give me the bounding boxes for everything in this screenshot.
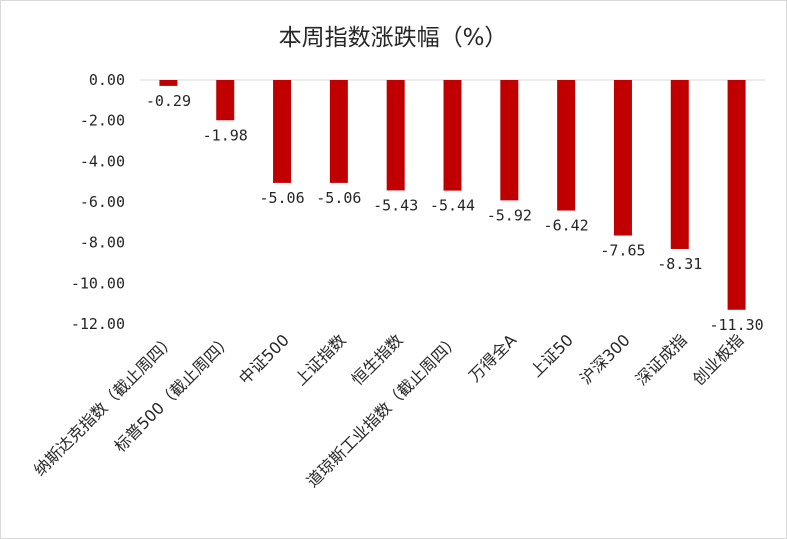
bar [613,80,632,236]
data-labels: -0.29 -1.98 -5.06 -5.06 -5.43 -5.44 -5.92 -6.42… [146,92,764,334]
data-label: -6.42 [544,217,589,235]
data-label: -0.29 [146,92,191,110]
x-tick-label: 中证500 [235,330,293,388]
data-label: -5.06 [316,189,361,207]
bar [216,80,235,121]
bar [727,80,746,310]
y-tick-label: -2.00 [80,112,125,130]
x-tick-label: 上证指数 [291,330,350,389]
data-label: -5.92 [487,206,532,224]
y-tick-label: -10.00 [71,274,125,292]
data-label: -5.44 [430,197,475,215]
bar [329,80,348,183]
bar [386,80,405,191]
data-label: -8.31 [657,255,702,273]
x-axis-categories: 纳斯达克指数（截止周四）标普500（截止周四） 中证500上证指数恒生指数道琼斯工… [30,330,747,491]
x-tick-label: 上证50 [526,330,576,380]
y-tick-label: -4.00 [80,152,125,170]
y-tick-label: 0.00 [89,71,125,89]
y-tick-label: -8.00 [80,234,125,252]
x-tick-label: 深证成指 [632,330,691,389]
bar [500,80,519,201]
x-tick-label: 万得全A [465,330,520,385]
bar [159,80,178,86]
bar [557,80,576,211]
bar-series [159,80,746,310]
data-label: -1.98 [203,126,248,144]
data-label: -5.06 [259,189,304,207]
bar [273,80,292,183]
bar [443,80,462,191]
x-tick-label: 沪深300 [576,330,634,388]
y-axis: 0.00 -2.00 -4.00 -6.00 -8.00 -10.00 -12.00 [71,71,125,333]
y-tick-label: -6.00 [80,193,125,211]
chart-title: 本周指数涨跌幅（%） [279,25,508,51]
bar [670,80,689,249]
data-label: -7.65 [600,242,645,260]
y-tick-label: -12.00 [71,315,125,333]
data-label: -5.43 [373,196,418,214]
x-tick-label: 创业板指 [689,330,748,389]
x-tick-label: 恒生指数 [348,330,407,389]
data-label: -11.30 [709,316,763,334]
